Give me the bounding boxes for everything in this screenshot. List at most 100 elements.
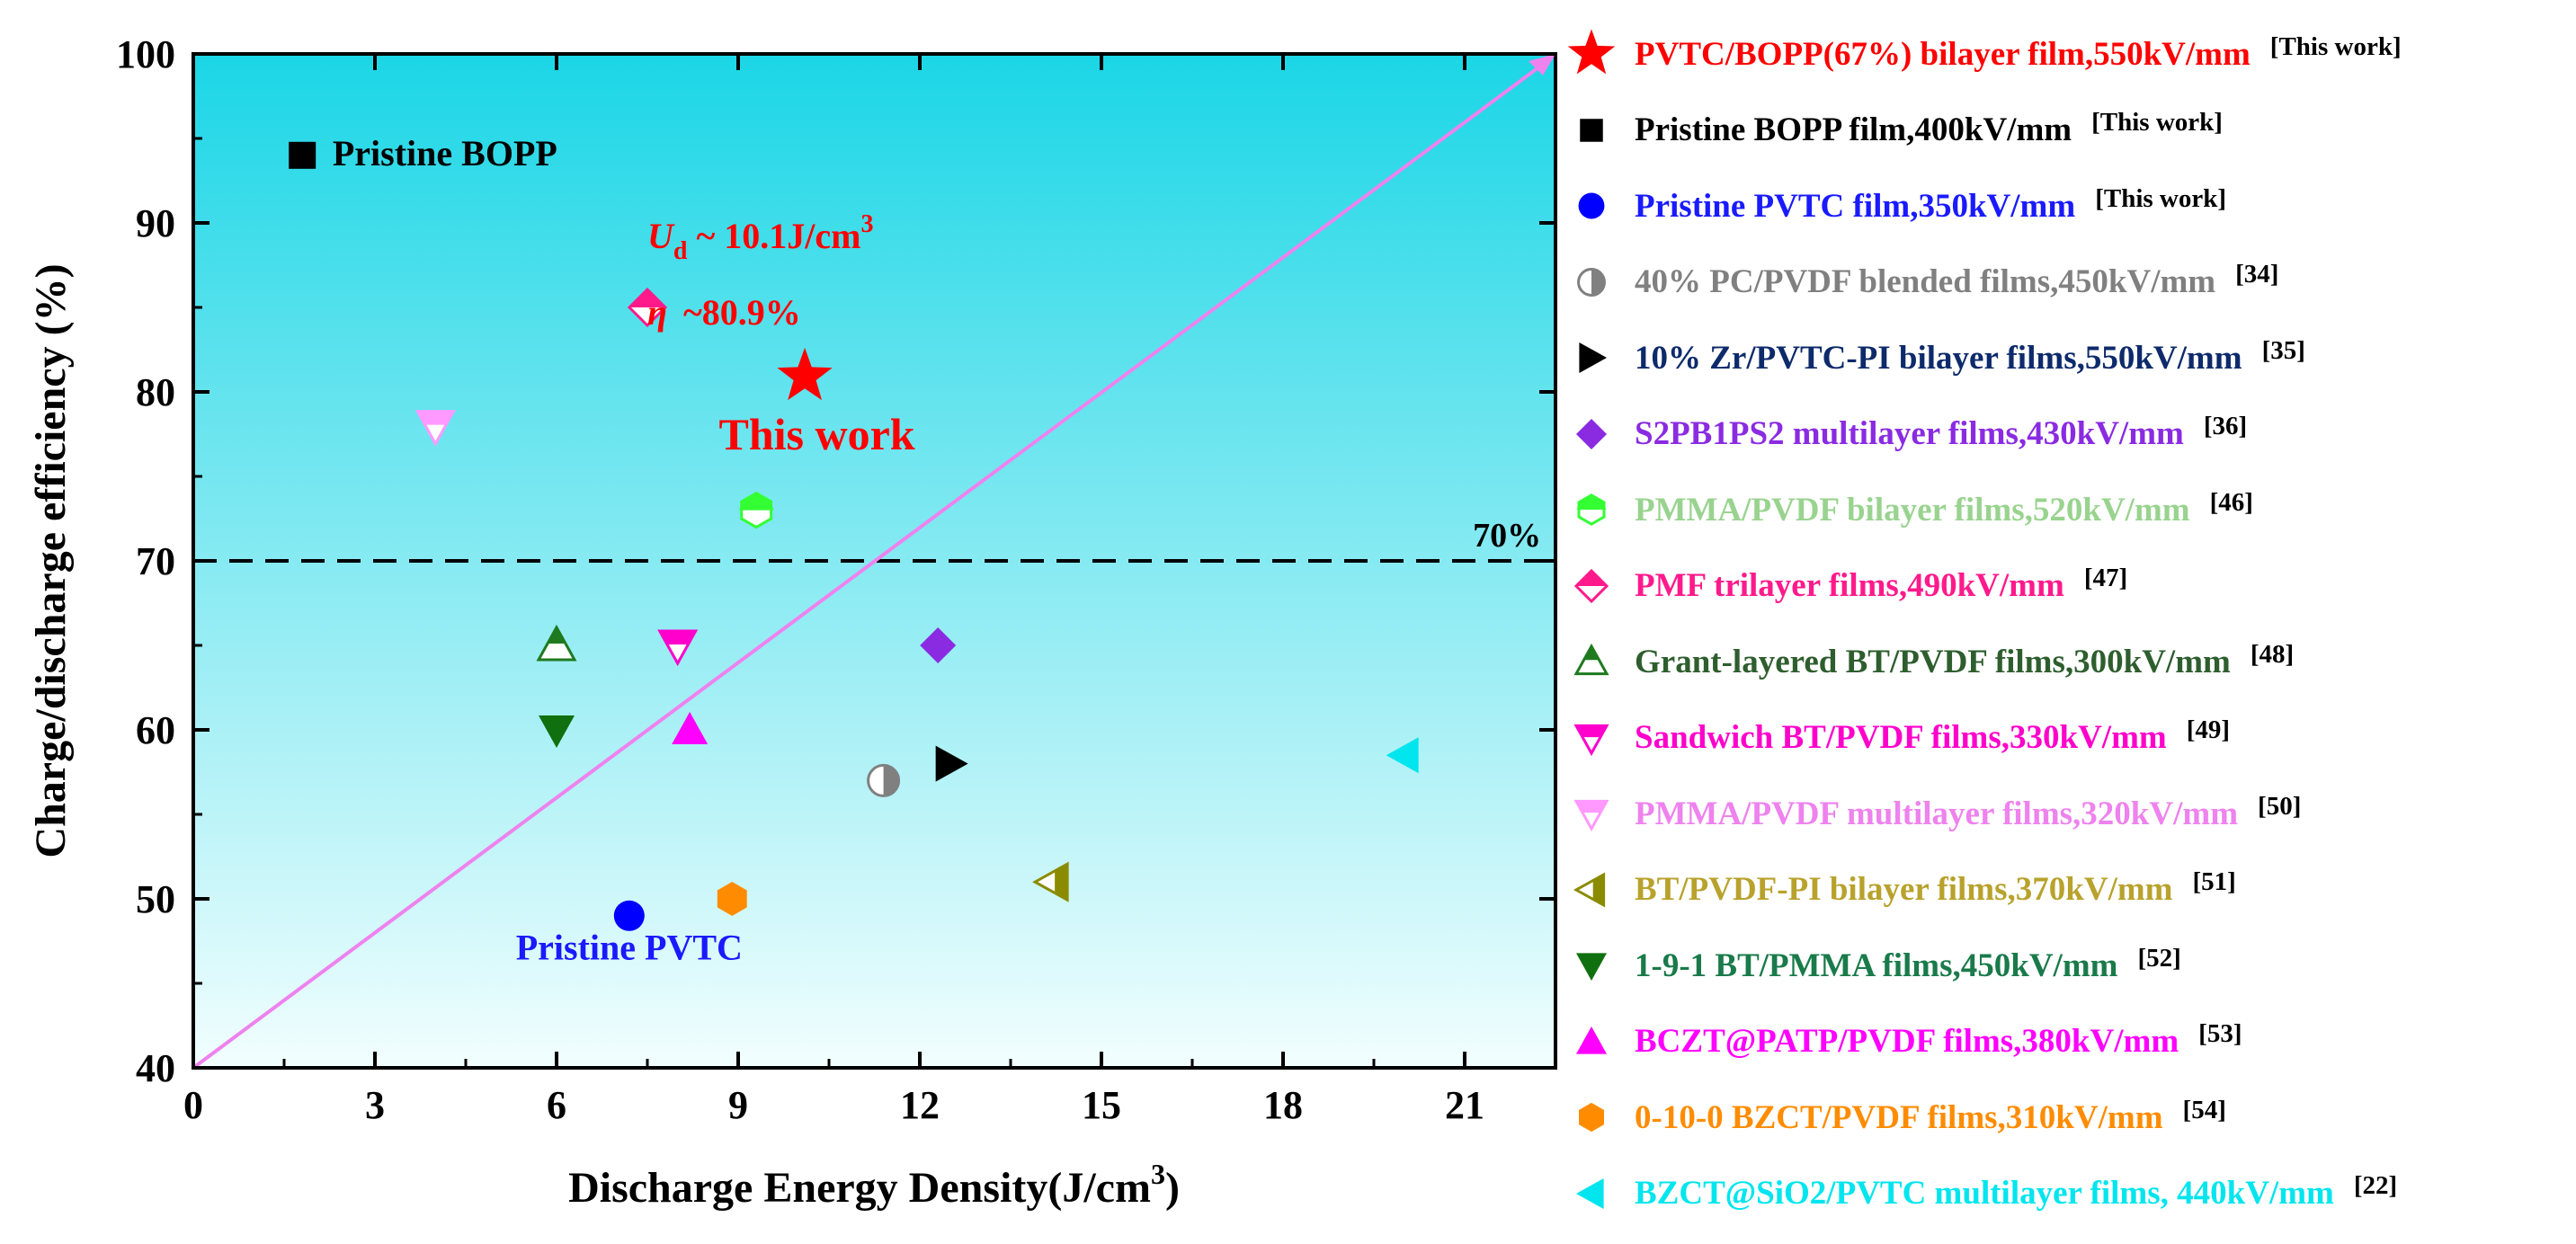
legend-ref: [49] [2186,715,2231,744]
legend-ref: [36] [2203,412,2248,440]
legend-label: Pristine BOPP film,400kV/mm [1635,111,2072,148]
legend-item-2: Pristine BOPP film,400kV/mm [This work] [1564,103,2223,157]
data-point-10 [657,629,699,667]
legend-ref: [52] [2137,943,2181,973]
legend-item-16: BZCT@SiO2/PVTC multilayer films, 440kV/m… [1564,1167,2397,1221]
legend-marker-shape [1573,643,1609,676]
data-point-11 [414,410,456,447]
legend-marker [1567,29,1616,75]
legend-label: 10% Zr/PVTC-PI bilayer films,550kV/mm [1635,339,2242,377]
data-point-9 [536,624,577,662]
legend-label: 40% PC/PVDF blended films,450kV/mm [1635,263,2216,300]
legend-marker [1579,1102,1604,1133]
legend-marker [1579,342,1607,373]
legend-item-13: 1-9-1 BT/PMMA films,450kV/mm [52] [1564,938,2181,992]
y-tick-label: 80 [136,370,175,414]
legend-marker-shape [1578,192,1605,219]
data-point-13 [539,715,575,748]
legend-label: BCZT@PATP/PVDF films,380kV/mm [1635,1023,2179,1060]
x-tick-label: 6 [547,1083,566,1127]
legend-marker [1576,1026,1607,1054]
legend-marker [1576,418,1607,449]
x-axis-label: Discharge Energy Density(J/cm3) [568,1158,1180,1212]
data-point-15 [717,882,747,916]
legend-item-8: PMF trilayer films,490kV/mm [47] [1564,559,2127,613]
legend-ref: [47] [2083,564,2128,592]
legend-item-15: 0-10-0 BZCT/PVDF films,310kV/mm [54] [1564,1090,2226,1144]
legend-item-9: Grant-layered BT/PVDF films,300kV/mm [48] [1564,635,2294,689]
data-point-16 [1386,737,1419,774]
y-tick-label: 60 [136,708,175,752]
data-point-1 [777,347,833,401]
legend-ref: [46] [2209,487,2253,517]
legend-label: Pristine PVTC film,350kV/mm [1635,187,2076,225]
legend-item-14: BCZT@PATP/PVDF films,380kV/mm [53] [1564,1015,2242,1069]
legend-ref: [53] [2198,1019,2242,1048]
x-tick-label: 9 [728,1083,748,1127]
legend-marker [1576,1177,1604,1209]
threshold-label: 70% [1473,517,1541,555]
data-point-8 [627,287,668,328]
legend-label: PVTC/BOPP(67%) bilayer film,550kV/mm [1635,35,2251,73]
legend-marker [1573,871,1606,908]
legend-marker-shape [1579,342,1607,373]
legend-marker-shape [1573,799,1609,832]
legend-label: 0-10-0 BZCT/PVDF films,310kV/mm [1635,1098,2163,1136]
legend-ref: [This work] [2269,31,2402,61]
legend-label: PMMA/PVDF multilayer films,320kV/mm [1635,795,2239,832]
legend-marker-shape [1579,1102,1604,1133]
diagonal-line [192,56,1554,1070]
data-point-2 [289,141,316,169]
legend-marker [1576,493,1607,526]
y-tick-label: 70 [136,539,175,583]
y-tick-label: 50 [136,877,175,921]
legend-ref: [54] [2182,1095,2226,1124]
y-axis-label: Charge/discharge efficiency (%) [27,263,75,857]
legend-item-11: PMMA/PVDF multilayer films,320kV/mm [50] [1564,786,2301,840]
legend-marker-shape [1573,724,1609,756]
x-tick-label: 21 [1445,1083,1484,1127]
legend-marker [1578,192,1605,219]
y-tick-label: 90 [136,201,175,245]
legend-marker-shape [1576,1026,1607,1054]
diagonal-arrowhead [1529,54,1555,76]
legend-ref: [50] [2258,791,2302,821]
legend-ref: [48] [2250,639,2295,669]
legend-ref: [This work] [2095,183,2227,213]
legend-label: PMF trilayer films,490kV/mm [1635,567,2064,604]
legend-label: PMMA/PVDF bilayer films,520kV/mm [1635,491,2190,529]
legend-marker [1580,118,1603,142]
pristine-pvtc-label: Pristine PVTC [516,928,743,968]
legend-item-12: BT/PVDF-PI bilayer films,370kV/mm [51] [1564,863,2236,917]
legend-item-7: PMMA/PVDF bilayer films,520kV/mm [46] [1564,483,2253,537]
scatter-chart: 70% 0 3 6 9 12 15 18 21 40 50 60 70 80 90 100 Ud ~ 10.… [27,32,1557,1212]
data-point-6 [920,627,957,663]
legend-label: BT/PVDF-PI bilayer films,370kV/mm [1635,871,2173,908]
this-work-label: This work [718,409,914,459]
legend-marker-shape [1573,871,1606,908]
data-point-12 [1032,861,1069,902]
x-tick-label: 15 [1082,1083,1121,1127]
legend-marker [1576,953,1607,981]
x-tick-label: 12 [900,1083,940,1127]
legend-ref: [35] [2261,335,2305,365]
ud-annotation: Ud ~ 10.1J/cm3 [647,210,873,265]
y-tick-label: 40 [136,1046,175,1090]
pristine-bopp-label: Pristine BOPP [333,133,557,173]
legend-label: Grant-layered BT/PVDF films,300kV/mm [1635,643,2231,680]
legend-marker-shape [1576,953,1607,981]
legend-marker [1577,267,1606,297]
data-point-5 [935,745,968,782]
y-tick-label: 100 [116,32,175,76]
legend-marker-shape [1573,568,1609,603]
data-point-3 [613,900,645,931]
legend-marker-shape [1576,493,1607,526]
x-tick-label: 3 [365,1083,385,1127]
legend-label: 1-9-1 BT/PMMA films,450kV/mm [1635,946,2118,984]
legend-marker [1573,799,1609,832]
data-point-7 [739,491,774,529]
legend-marker-shape [1577,267,1606,297]
x-tick-label: 18 [1263,1083,1303,1127]
legend-label: S2PB1PS2 multilayer films,430kV/mm [1635,415,2184,452]
legend-item-6: S2PB1PS2 multilayer films,430kV/mm [36] [1564,407,2247,461]
